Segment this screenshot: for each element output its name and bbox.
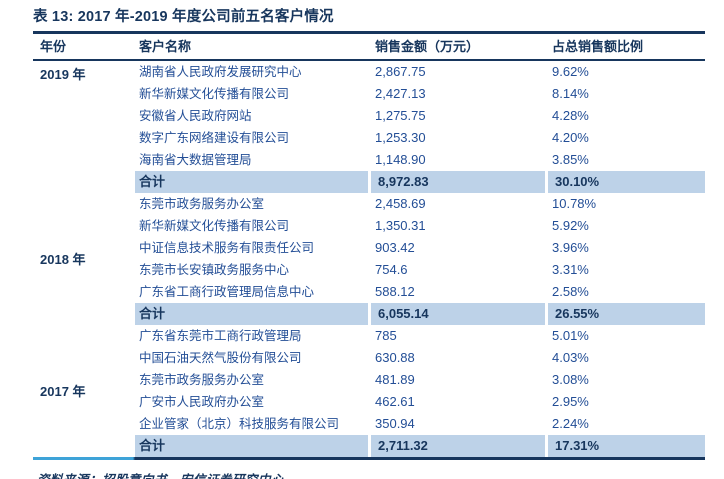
total-row: 合计 8,972.83 30.10% [135, 170, 705, 193]
year-group-2019: 2019 年 湖南省人民政府发展研究中心 2,867.75 9.62% 新华新媒… [33, 61, 705, 193]
customer-table: 表 13: 2017 年-2019 年度公司前五名客户情况 年份 客户名称 销售… [33, 7, 705, 479]
year-group-2018: 2018 年 东莞市政务服务办公室 2,458.69 10.78% 新华新媒文化… [33, 193, 705, 325]
table-row: 中国石油天然气股份有限公司 630.88 4.03% [139, 349, 589, 365]
table-row: 数字广东网络建设有限公司 1,253.30 4.20% [139, 129, 589, 145]
title-rule [33, 31, 705, 34]
table-row: 东莞市政务服务办公室 2,458.69 10.78% [139, 195, 597, 211]
table-row: 东莞市政务服务办公室 481.89 3.08% [139, 371, 589, 387]
header-customer: 客户名称 [139, 38, 192, 54]
total-row: 合计 6,055.14 26.55% [135, 302, 705, 325]
header-year: 年份 [40, 38, 67, 54]
table-row: 广安市人民政府办公室 462.61 2.95% [139, 393, 589, 409]
table-row: 新华新媒文化传播有限公司 2,427.13 8.14% [139, 85, 589, 101]
header-ratio: 占总销售额比例 [552, 38, 644, 54]
table-row: 湖南省人民政府发展研究中心 2,867.75 9.62% [139, 63, 589, 79]
table-row: 新华新媒文化传播有限公司 1,350.31 5.92% [139, 217, 589, 233]
header-amount: 销售金额（万元） [375, 38, 480, 54]
year-group-2017: 2017 年 广东省东莞市工商行政管理局 785 5.01% 中国石油天然气股份… [33, 325, 705, 457]
source-note: 资料来源：招股意向书，安信证券研究中心 [37, 469, 705, 479]
table-title: 表 13: 2017 年-2019 年度公司前五名客户情况 [33, 9, 334, 25]
header-rule [33, 58, 705, 61]
table-header-row: 年份 客户名称 销售金额（万元） 占总销售额比例 [33, 34, 705, 59]
table-row: 中证信息技术服务有限责任公司 903.42 3.96% [139, 239, 589, 255]
table-row: 广东省东莞市工商行政管理局 785 5.01% [139, 327, 589, 343]
year-label: 2017 年 [40, 384, 86, 399]
year-label: 2018 年 [40, 252, 86, 267]
table-row: 企业管家（北京）科技服务有限公司 350.94 2.24% [139, 415, 589, 431]
table-row: 海南省大数据管理局 1,148.90 3.85% [139, 151, 589, 167]
table-bottom-rule [33, 456, 705, 460]
table-row: 广东省工商行政管理局信息中心 588.12 2.58% [139, 283, 589, 299]
table-row: 东莞市长安镇政务服务中心 754.6 3.31% [139, 261, 589, 277]
total-row: 合计 2,711.32 17.31% [135, 434, 705, 457]
table-row: 安徽省人民政府网站 1,275.75 4.28% [139, 107, 589, 123]
year-label: 2019 年 [40, 66, 86, 82]
